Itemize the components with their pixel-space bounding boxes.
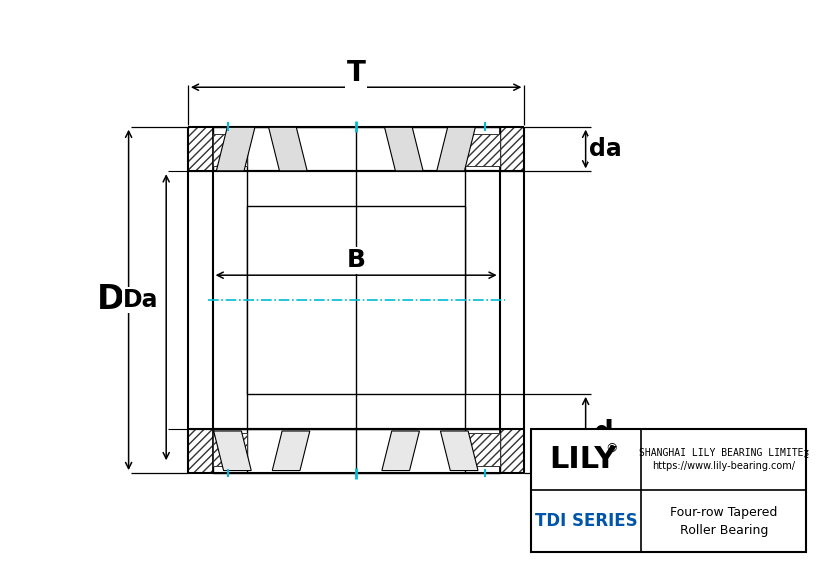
- Polygon shape: [384, 128, 423, 171]
- Bar: [247, 206, 465, 394]
- Text: T: T: [347, 60, 366, 87]
- Text: ®: ®: [605, 442, 618, 455]
- Polygon shape: [272, 431, 309, 470]
- Polygon shape: [216, 128, 255, 171]
- Bar: [465, 134, 499, 166]
- Text: Four-row Tapered
Roller Bearing: Four-row Tapered Roller Bearing: [669, 506, 777, 537]
- Bar: [188, 127, 213, 171]
- Polygon shape: [381, 431, 419, 470]
- Text: d: d: [593, 419, 613, 448]
- Text: B: B: [347, 249, 366, 273]
- Polygon shape: [440, 431, 477, 470]
- Bar: [213, 433, 247, 466]
- Text: LILY: LILY: [549, 445, 616, 474]
- Text: Da: Da: [122, 288, 158, 312]
- Bar: [531, 429, 805, 552]
- Bar: [499, 429, 523, 473]
- Polygon shape: [213, 431, 251, 470]
- Text: da: da: [588, 137, 621, 161]
- Text: SHANGHAI LILY BEARING LIMITEƺ: SHANGHAI LILY BEARING LIMITEƺ: [638, 448, 808, 457]
- Text: TDI SERIES: TDI SERIES: [534, 512, 637, 530]
- Bar: [499, 127, 523, 171]
- Bar: [213, 171, 499, 429]
- Text: https://www.lily-bearing.com/: https://www.lily-bearing.com/: [652, 462, 794, 472]
- Polygon shape: [437, 128, 475, 171]
- Bar: [188, 429, 213, 473]
- Polygon shape: [268, 128, 307, 171]
- Bar: [465, 433, 499, 466]
- Bar: [213, 429, 499, 473]
- Bar: [213, 134, 247, 166]
- Bar: [213, 127, 499, 171]
- Text: D: D: [97, 283, 125, 316]
